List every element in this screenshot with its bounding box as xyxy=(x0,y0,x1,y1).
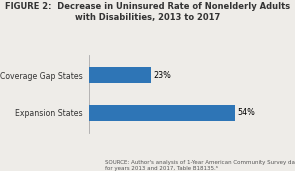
Text: SOURCE: Author's analysis of 1-Year American Community Survey data
for years 201: SOURCE: Author's analysis of 1-Year Amer… xyxy=(105,160,295,171)
Text: 54%: 54% xyxy=(238,108,255,117)
Text: FIGURE 2:  Decrease in Uninsured Rate of Nonelderly Adults
with Disabilities, 20: FIGURE 2: Decrease in Uninsured Rate of … xyxy=(5,2,290,22)
Text: 23%: 23% xyxy=(154,71,171,80)
Bar xyxy=(88,67,151,83)
Bar xyxy=(88,105,235,121)
